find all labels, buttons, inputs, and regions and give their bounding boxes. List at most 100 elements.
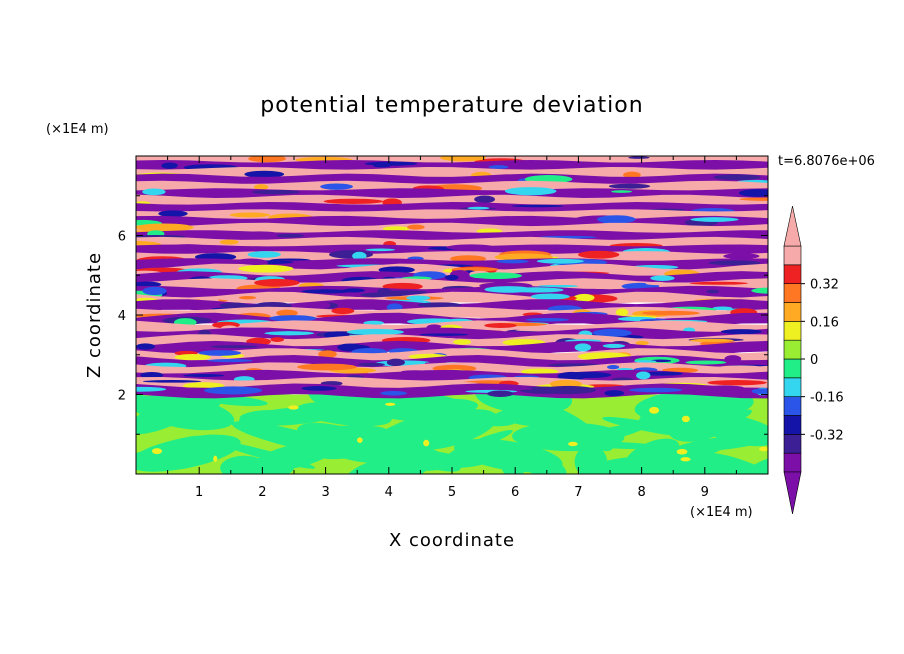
lower-layer-cell bbox=[385, 402, 396, 406]
upper-band-cell bbox=[655, 297, 688, 301]
colorbar-swatch bbox=[783, 264, 802, 284]
upper-band-cell bbox=[244, 170, 285, 178]
upper-band-cell bbox=[549, 379, 582, 388]
lower-layer-cell bbox=[358, 409, 468, 462]
x-tick-label: 1 bbox=[195, 485, 203, 500]
upper-band-cell bbox=[446, 244, 496, 251]
upper-band-cell bbox=[269, 315, 317, 322]
upper-band-cell bbox=[254, 278, 300, 287]
x-tick-label: 8 bbox=[637, 485, 645, 500]
upper-band-cell bbox=[352, 251, 367, 260]
upper-band-cell bbox=[207, 359, 253, 363]
upper-band-cell bbox=[706, 289, 720, 294]
x-axis-ticks: 1 2 3 4 5 6 7 8 9 bbox=[167, 156, 737, 500]
upper-band-cell bbox=[689, 281, 749, 285]
upper-band-cell bbox=[331, 307, 355, 315]
upper-band-cell bbox=[204, 386, 263, 395]
x-tick-label: 9 bbox=[701, 485, 709, 500]
upper-band-cell bbox=[251, 189, 301, 195]
lower-layer-cell bbox=[151, 448, 163, 455]
lower-layer-cell bbox=[680, 457, 691, 462]
upper-band-cell bbox=[200, 280, 242, 287]
upper-band-cell bbox=[474, 195, 496, 204]
lower-layer-cell bbox=[676, 448, 688, 455]
lower-layer-cell bbox=[638, 391, 729, 431]
colorbar-lower-extend bbox=[783, 471, 802, 515]
upper-band-cell bbox=[604, 390, 625, 397]
colorbar-label: 0 bbox=[810, 353, 818, 368]
upper-band-cell bbox=[142, 286, 167, 296]
y-tick-label: 6 bbox=[118, 230, 126, 245]
upper-band-cell bbox=[645, 281, 668, 286]
upper-band-cell bbox=[140, 371, 164, 379]
colorbar-swatch bbox=[783, 283, 802, 303]
upper-band-cell bbox=[504, 187, 557, 196]
upper-band-cell bbox=[238, 264, 294, 273]
upper-band-cell bbox=[276, 309, 298, 317]
upper-band-cell bbox=[578, 250, 620, 259]
upper-band-cell bbox=[515, 328, 572, 332]
time-label: t=6.8076e+06 bbox=[778, 154, 875, 169]
y-axis-label: Z coordinate bbox=[84, 252, 105, 378]
upper-band-cell bbox=[685, 360, 727, 365]
upper-band-cell bbox=[440, 156, 486, 162]
colorbar-swatch bbox=[783, 377, 802, 397]
upper-band-cell bbox=[488, 165, 509, 169]
upper-band-cell bbox=[380, 391, 407, 396]
upper-band-cell bbox=[751, 388, 768, 395]
lower-layer-cell bbox=[649, 406, 660, 414]
upper-band-cell bbox=[723, 253, 760, 259]
upper-band-cell bbox=[690, 338, 734, 343]
upper-band-cell bbox=[183, 374, 225, 377]
x-tick-label: 6 bbox=[511, 485, 519, 500]
upper-band-cell bbox=[158, 210, 188, 217]
x-unit-label: (×1E4 m) bbox=[690, 505, 753, 520]
upper-band-cell bbox=[561, 371, 612, 379]
lower-layer-cell bbox=[630, 447, 657, 474]
upper-band-cell bbox=[323, 198, 383, 204]
upper-band-cell bbox=[573, 293, 595, 302]
upper-band-cell bbox=[708, 260, 761, 266]
y-tick-label: 4 bbox=[118, 309, 126, 324]
lower-layer-cell bbox=[681, 415, 690, 423]
lower-layer-cell bbox=[213, 455, 218, 462]
lower-layer-cell bbox=[423, 439, 430, 447]
upper-band-cell bbox=[136, 343, 155, 350]
upper-band-cell bbox=[537, 284, 579, 288]
colorbar-swatch bbox=[783, 434, 802, 454]
upper-band-cell bbox=[301, 289, 352, 294]
x-tick-label: 3 bbox=[321, 485, 329, 500]
x-tick-label: 4 bbox=[385, 485, 393, 500]
upper-band-cell bbox=[641, 310, 700, 316]
upper-band-cell bbox=[702, 293, 738, 297]
lower-layer-cell bbox=[308, 386, 397, 421]
upper-band-cell bbox=[525, 318, 570, 322]
colorbar-label: -0.32 bbox=[810, 428, 844, 443]
lower-layer-cell bbox=[501, 454, 526, 474]
upper-band-cell bbox=[357, 362, 385, 367]
lower-layer-cell bbox=[447, 430, 513, 457]
upper-band-cell bbox=[219, 302, 249, 309]
upper-band-cell bbox=[611, 190, 632, 193]
upper-band-cell bbox=[530, 293, 570, 300]
upper-band-cell bbox=[608, 183, 651, 189]
colorbar-upper-extend bbox=[783, 205, 802, 247]
colorbar-swatch bbox=[783, 321, 802, 341]
upper-band-cell bbox=[238, 295, 257, 300]
lower-layer-cell bbox=[239, 410, 289, 423]
upper-band-cell bbox=[713, 365, 767, 372]
upper-band-cell bbox=[508, 287, 564, 293]
upper-band-cell bbox=[364, 161, 418, 166]
upper-layer-bands bbox=[136, 156, 768, 399]
upper-band-cell bbox=[635, 340, 649, 346]
upper-band-cell bbox=[592, 328, 632, 337]
lower-layer-cell bbox=[759, 446, 768, 452]
upper-band-cell bbox=[142, 188, 166, 196]
x-tick-label: 5 bbox=[448, 485, 456, 500]
upper-band-cell bbox=[198, 350, 242, 356]
upper-band-cell bbox=[450, 255, 487, 263]
upper-band-cell bbox=[602, 343, 626, 348]
lower-layer-cell bbox=[228, 459, 295, 474]
upper-band-cell bbox=[248, 156, 287, 163]
